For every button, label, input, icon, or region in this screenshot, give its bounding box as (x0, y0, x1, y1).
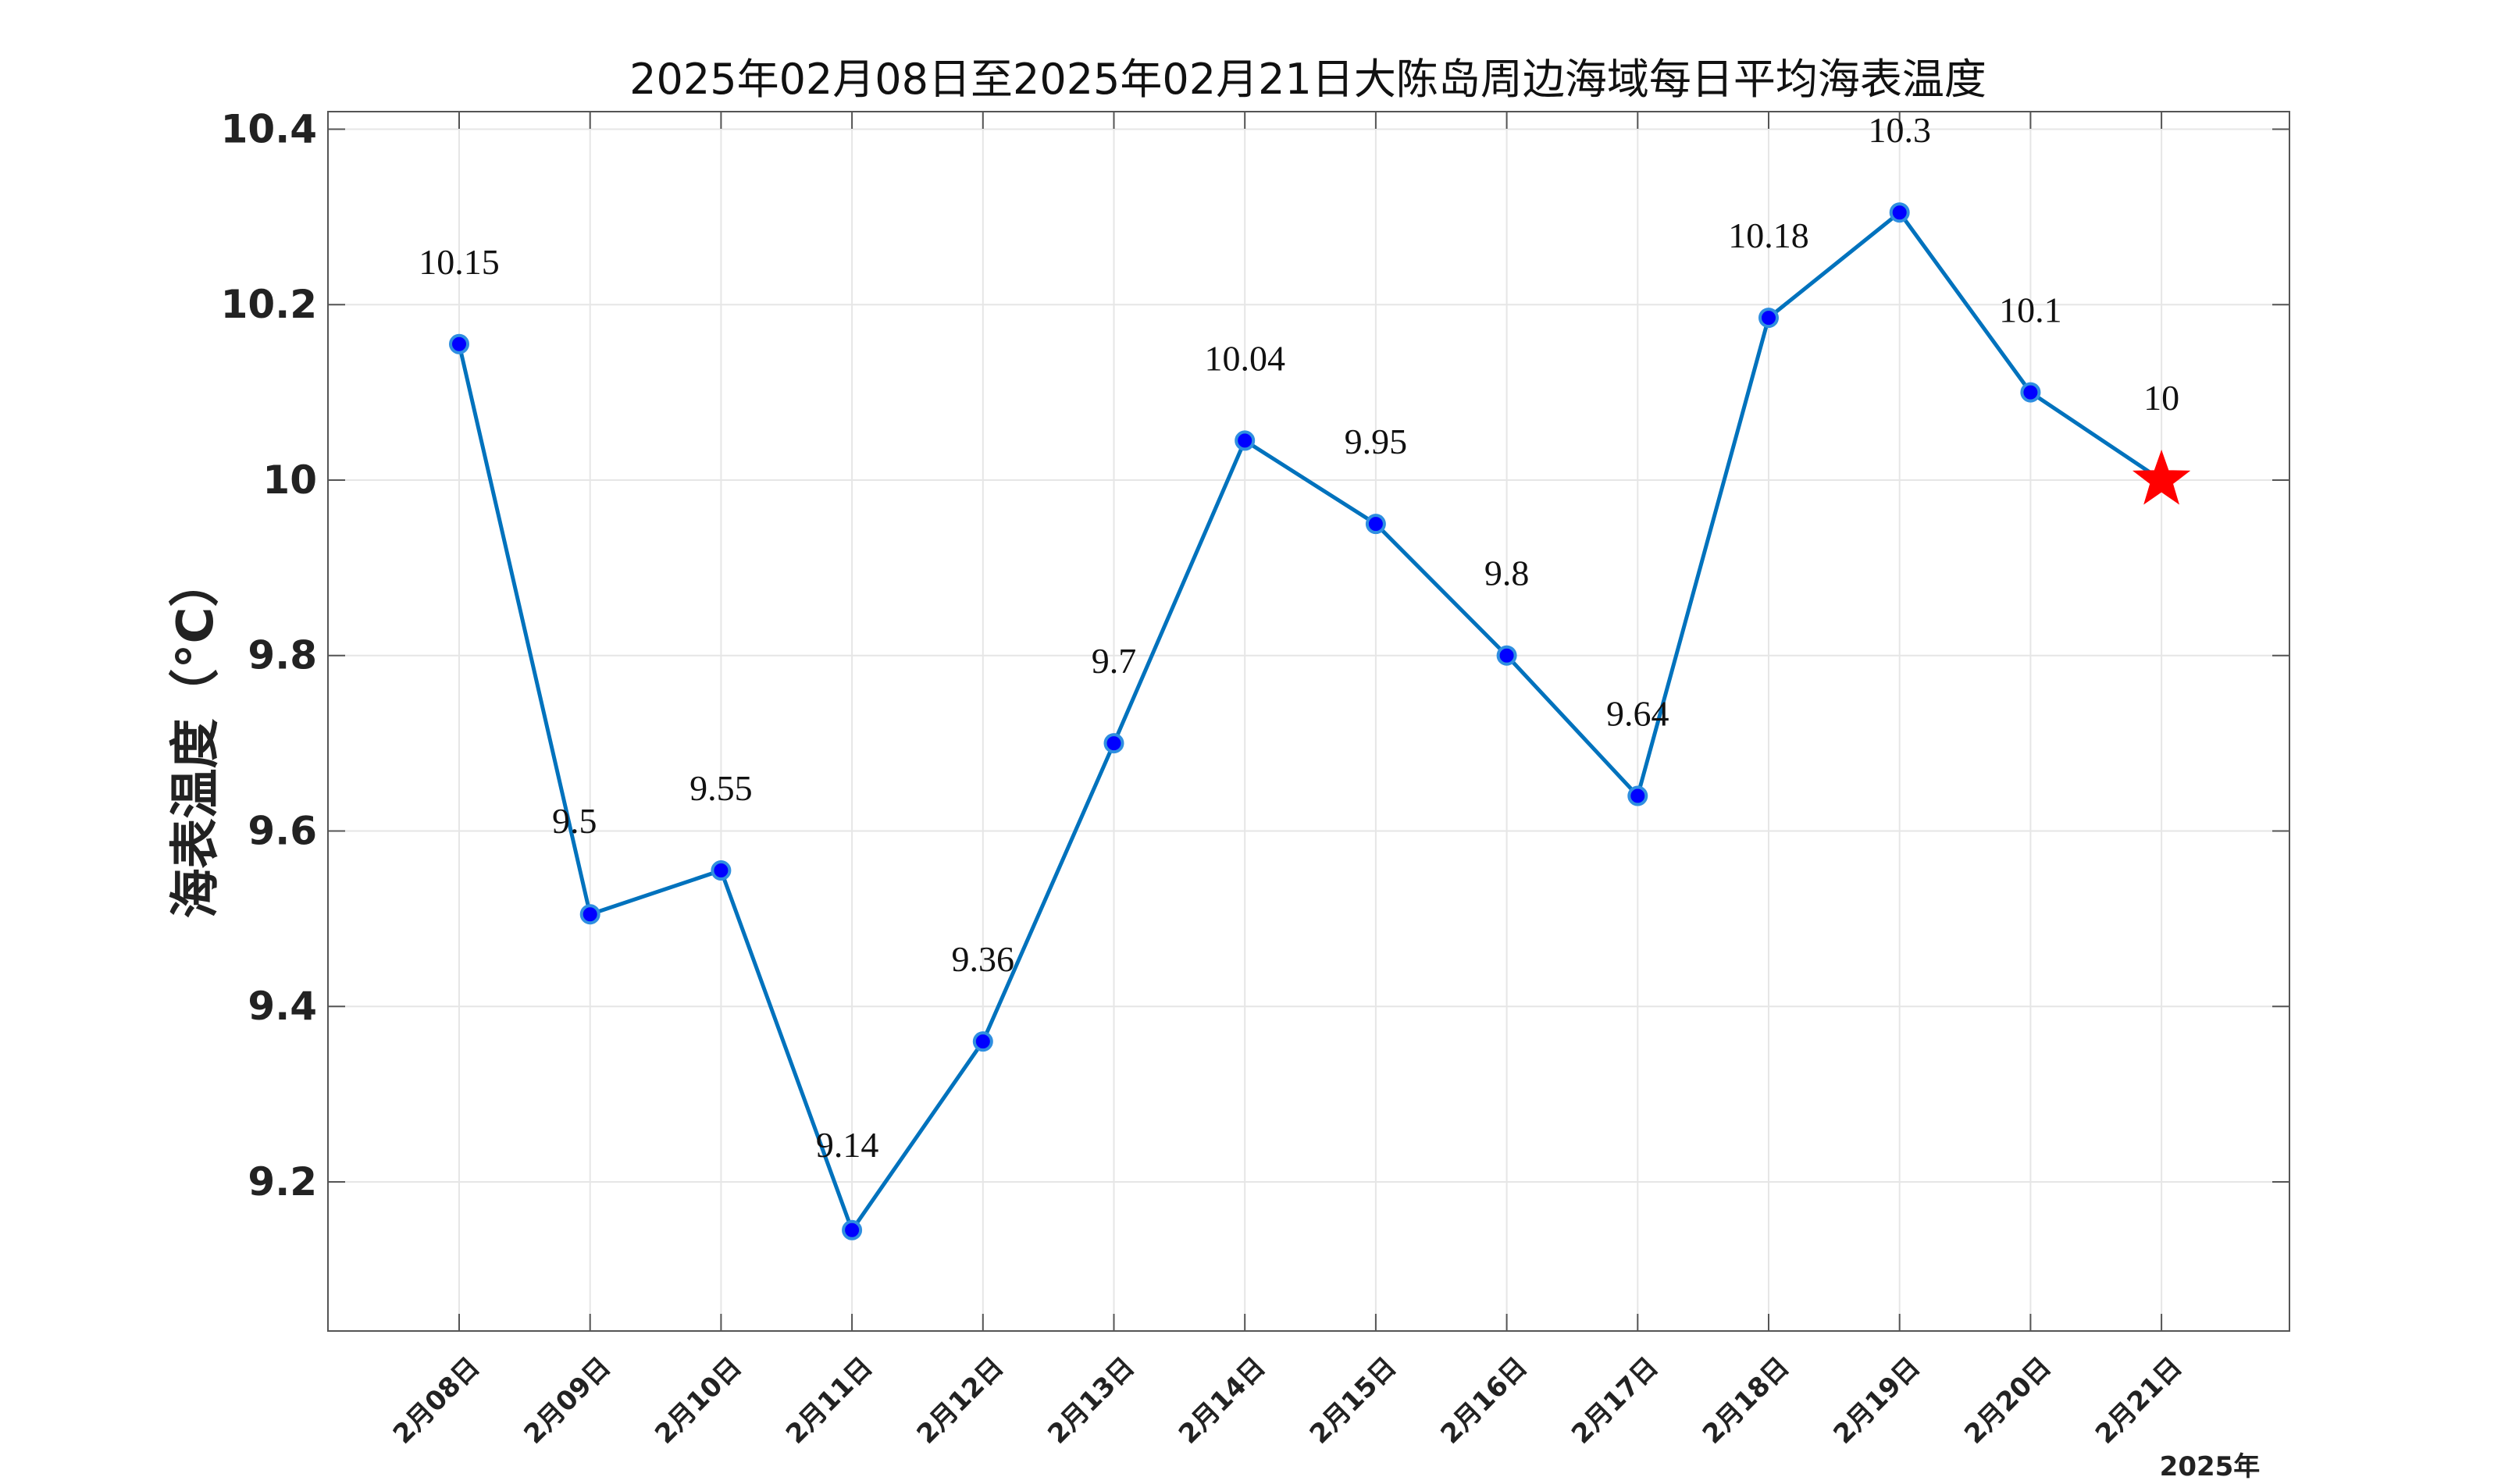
x-tick-label: 2月15日 (1304, 1351, 1403, 1450)
data-point (1496, 645, 1517, 666)
data-label: 9.8 (1484, 553, 1530, 593)
data-label: 10.04 (1204, 338, 1285, 378)
data-label: 9.95 (1345, 422, 1408, 461)
data-label: 9.36 (952, 939, 1015, 979)
series-temperature (449, 202, 2191, 1240)
data-point (842, 1219, 863, 1240)
data-point (1103, 733, 1124, 754)
y-tick-label: 10.4 (221, 106, 317, 151)
data-label: 10.15 (419, 242, 500, 282)
x-tick-label: 2月10日 (649, 1351, 748, 1450)
data-label: 9.7 (1092, 641, 1137, 681)
data-label: 10 (2143, 378, 2179, 418)
data-label: 9.14 (816, 1125, 879, 1165)
y-tick-label: 10 (262, 457, 317, 503)
grid-lines (328, 112, 2289, 1331)
data-point (579, 904, 600, 925)
x-axis-year-label: 2025年 (2160, 1451, 2261, 1482)
y-tick-label: 9.4 (248, 984, 317, 1029)
data-label: 9.5 (552, 801, 597, 841)
y-tick-label: 10.2 (221, 282, 317, 327)
data-point (1889, 202, 1910, 223)
data-label: 10.3 (1868, 110, 1931, 150)
data-point (2020, 382, 2041, 403)
plot-area-frame (327, 111, 2290, 1332)
x-tick-label: 2月08日 (387, 1351, 486, 1450)
data-point (972, 1031, 993, 1052)
data-label: 10.1 (1999, 290, 2062, 330)
star-marker (2132, 449, 2191, 505)
y-tick-label: 9.6 (248, 808, 317, 853)
data-labels: 10.15 9.5 9.55 9.14 9.36 9.7 10.04 9.95 9.8 9.64 1… (419, 110, 2179, 1165)
data-point (1758, 308, 1779, 329)
data-point (711, 860, 732, 881)
x-tick-label: 2月13日 (1042, 1351, 1141, 1450)
chart-title: 2025年02月08日至2025年02月21日大陈岛周边海域每日平均海表温度 (629, 55, 1986, 104)
data-point (1235, 430, 1256, 451)
y-tick-label: 9.2 (248, 1159, 317, 1205)
x-tick-label: 2月16日 (1434, 1351, 1534, 1450)
x-tick-label: 2月19日 (1828, 1351, 1927, 1450)
data-point (1365, 514, 1386, 535)
x-tick-label: 2月21日 (2090, 1351, 2189, 1450)
x-tick-label: 2月18日 (1697, 1351, 1796, 1450)
x-tick-label: 2月11日 (780, 1351, 879, 1450)
y-axis-label: 海表温度（°C） (167, 557, 225, 919)
data-label: 9.55 (689, 768, 753, 808)
y-tick-label: 9.8 (248, 633, 317, 678)
data-label: 10.18 (1728, 215, 1809, 255)
data-point (449, 333, 469, 354)
x-axis-ticks: 2月08日 2月09日 2月10日 2月11日 2月12日 2月13日 2月14日 2月15日… (387, 112, 2189, 1450)
data-label: 9.64 (1606, 694, 1669, 734)
x-tick-label: 2月12日 (911, 1351, 1010, 1450)
x-tick-label: 2月14日 (1173, 1351, 1272, 1450)
data-point (1627, 785, 1648, 806)
y-axis-ticks: 9.2 9.4 9.6 9.8 10 10.2 10.4 (221, 106, 2289, 1205)
series-line (457, 210, 2163, 1233)
x-tick-label: 2月20日 (1958, 1351, 2058, 1450)
x-tick-label: 2月17日 (1566, 1351, 1665, 1450)
x-tick-label: 2月09日 (518, 1351, 618, 1450)
